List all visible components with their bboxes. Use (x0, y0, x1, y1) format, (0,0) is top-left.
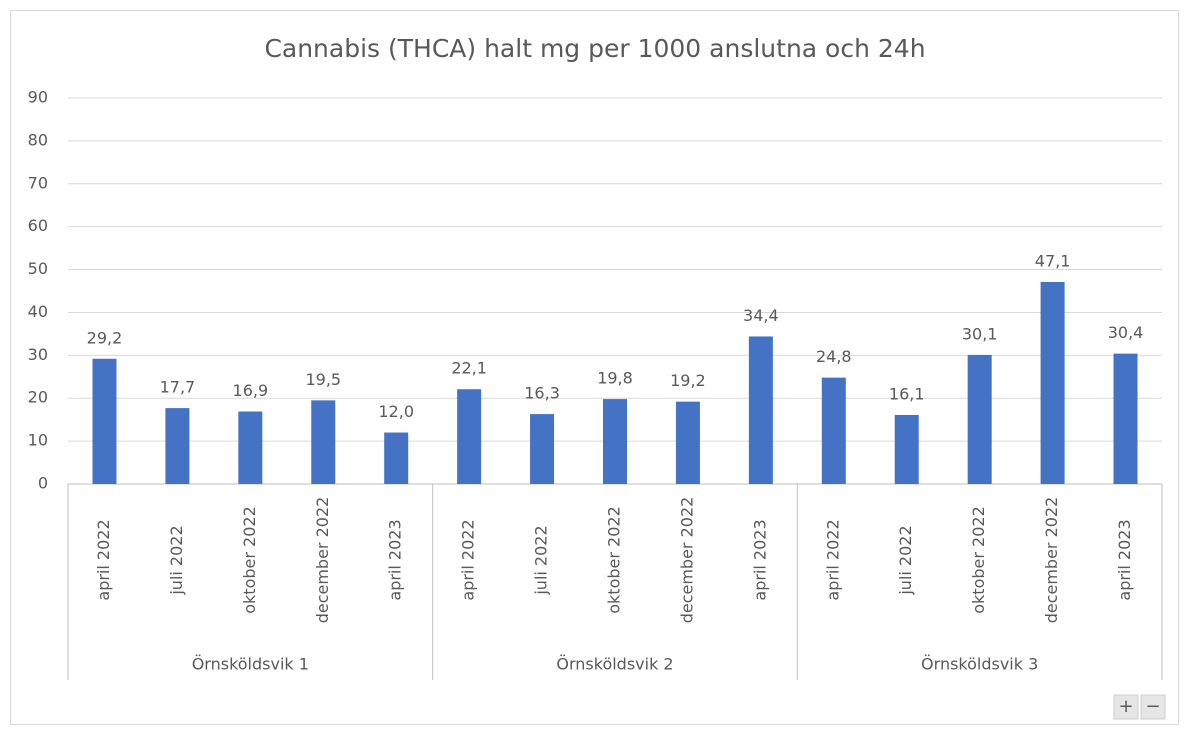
group-label: Örnsköldsvik 1 (192, 655, 309, 674)
zoom-out-label[interactable]: − (1145, 696, 1160, 717)
group-label: Örnsköldsvik 2 (556, 655, 673, 674)
x-tick-label: juli 2022 (896, 525, 915, 595)
chart-border (10, 10, 1179, 725)
data-label: 16,1 (889, 384, 925, 403)
bar (967, 354, 992, 484)
bar (1040, 281, 1065, 484)
bar (894, 414, 919, 484)
bar (384, 432, 409, 484)
bar (311, 400, 336, 484)
x-tick-label: april 2023 (386, 519, 405, 600)
data-label: 17,7 (160, 378, 196, 397)
y-tick-label: 50 (28, 259, 48, 278)
y-tick-label: 10 (28, 431, 48, 450)
bar (457, 389, 482, 484)
data-label: 16,3 (524, 384, 560, 403)
data-label: 30,1 (962, 324, 998, 343)
data-label: 19,2 (670, 371, 706, 390)
x-tick-label: december 2022 (677, 497, 696, 624)
data-label: 47,1 (1035, 251, 1071, 270)
y-tick-label: 0 (38, 474, 48, 493)
data-label: 24,8 (816, 347, 852, 366)
data-label: 29,2 (87, 328, 123, 347)
y-tick-label: 70 (28, 173, 48, 192)
chart-title: Cannabis (THCA) halt mg per 1000 anslutn… (264, 34, 925, 63)
zoom-controls: + − (1113, 694, 1166, 720)
zoom-in-button[interactable] (1113, 694, 1139, 720)
x-tick-label: april 2023 (750, 519, 769, 600)
x-tick-label: juli 2022 (167, 525, 186, 595)
x-tick-label: december 2022 (1042, 497, 1061, 624)
bar (238, 411, 263, 484)
bar (603, 399, 627, 484)
zoom-out-button[interactable] (1140, 694, 1166, 720)
x-tick-label: juli 2022 (532, 525, 551, 595)
bar (675, 401, 700, 484)
x-tick-label: oktober 2022 (240, 506, 259, 614)
data-label: 19,5 (305, 370, 341, 389)
data-label: 34,4 (743, 306, 779, 325)
x-tick-label: april 2023 (1115, 519, 1134, 600)
y-tick-label: 40 (28, 302, 48, 321)
data-label: 19,8 (597, 369, 633, 388)
data-label: 12,0 (378, 402, 414, 421)
x-tick-label: april 2022 (459, 519, 478, 600)
x-tick-label: april 2022 (94, 519, 113, 600)
y-tick-label: 90 (28, 88, 48, 107)
y-tick-label: 30 (28, 345, 48, 364)
bar (1113, 353, 1138, 484)
data-label: 30,4 (1108, 323, 1144, 342)
y-tick-label: 60 (28, 216, 48, 235)
x-tick-label: december 2022 (313, 497, 332, 624)
x-tick-label: oktober 2022 (605, 506, 624, 614)
bar (821, 377, 846, 484)
bar (92, 358, 117, 484)
y-tick-label: 80 (28, 130, 48, 149)
zoom-in-label[interactable]: + (1118, 696, 1133, 717)
x-tick-label: april 2022 (823, 519, 842, 600)
group-label: Örnsköldsvik 3 (921, 655, 1038, 674)
bar (748, 336, 773, 484)
y-tick-label: 20 (28, 388, 48, 407)
data-label: 22,1 (451, 359, 487, 378)
bar (530, 414, 555, 484)
data-label: 16,9 (233, 381, 269, 400)
bar (165, 408, 190, 484)
x-tick-label: oktober 2022 (969, 506, 988, 614)
